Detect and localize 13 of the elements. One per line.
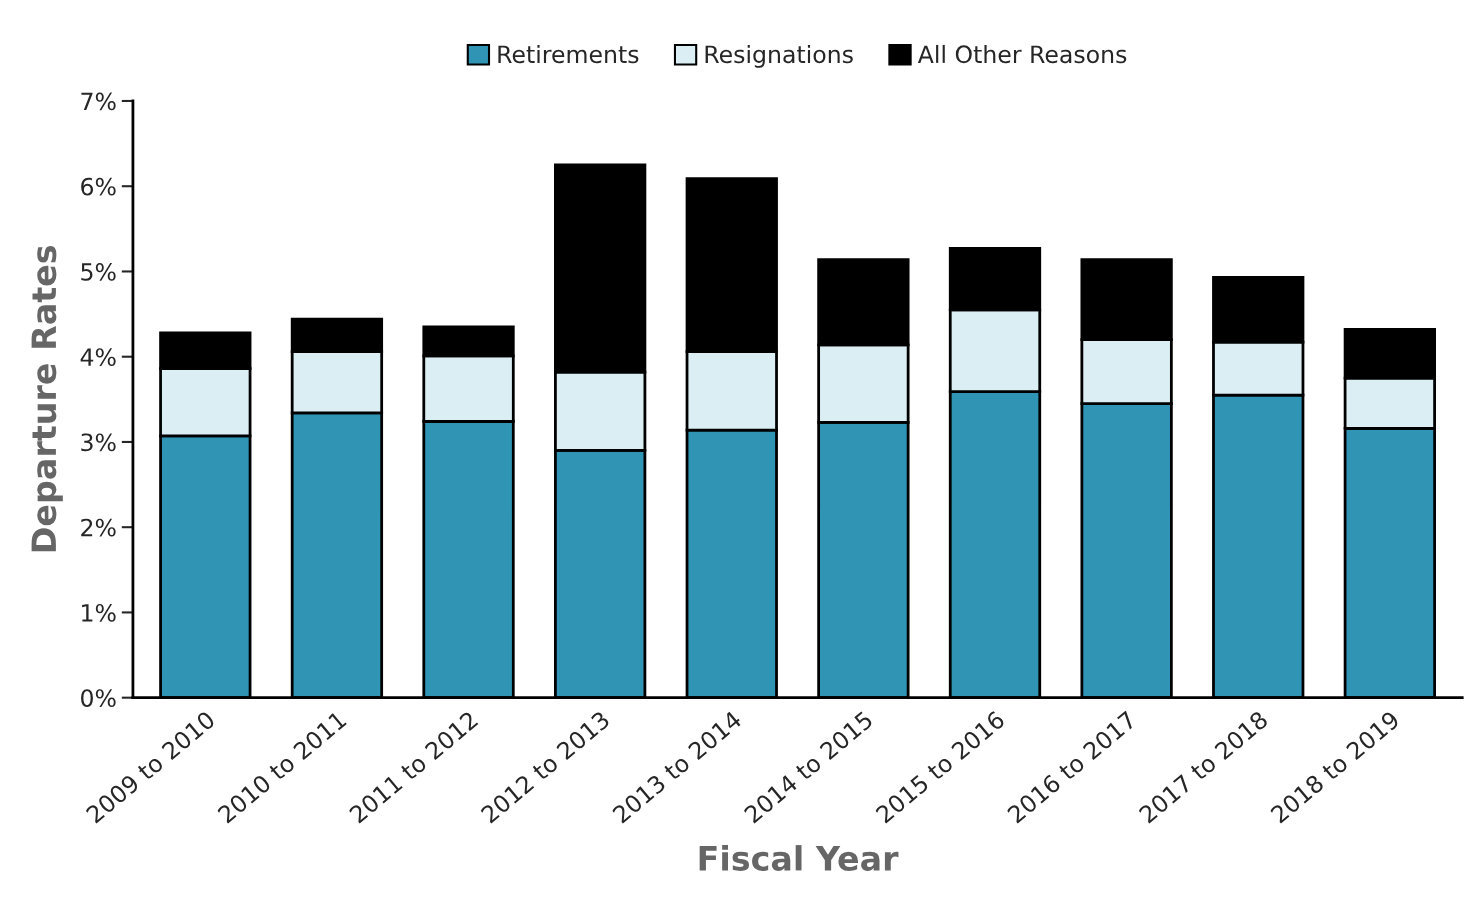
y-tick-label: 2%	[81, 518, 116, 537]
y-tick-label: 5%	[81, 262, 116, 281]
y-tick-label: 4%	[80, 348, 116, 367]
y-tick-label: 7%	[81, 92, 116, 111]
y-axis-title: Departure Rates	[31, 245, 63, 552]
legend-label: Retirements	[498, 44, 639, 64]
y-tick-label: 1%	[82, 603, 116, 622]
y-tick-label: 0%	[81, 689, 116, 707]
legend-label: Resignations	[705, 44, 853, 68]
y-tick-label: 6%	[81, 177, 116, 196]
legend-label: All Other Reasons	[917, 44, 1127, 64]
y-tick-label: 3%	[81, 433, 116, 452]
x-axis-title: Fiscal Year	[699, 845, 899, 871]
